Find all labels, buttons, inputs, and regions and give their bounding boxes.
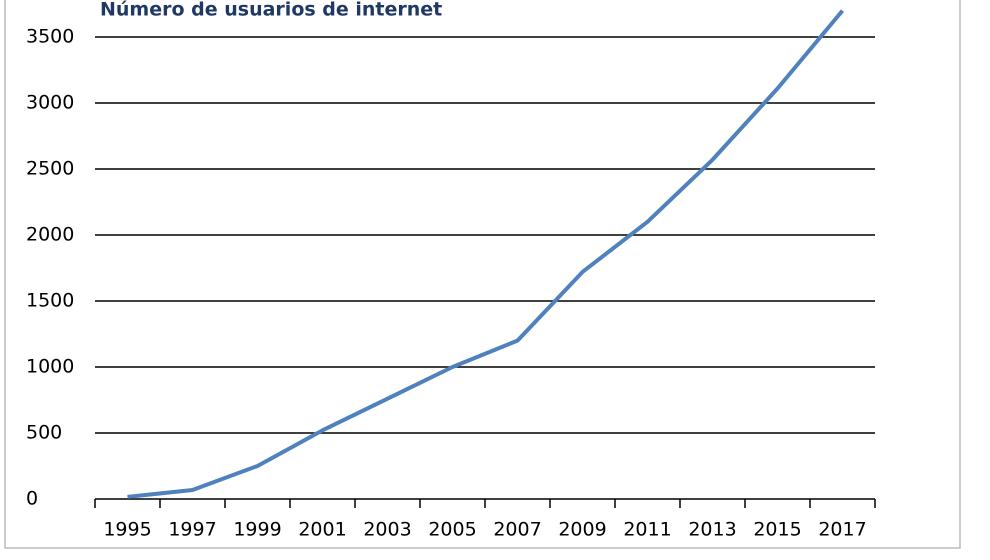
y-tick-label: 3000 — [26, 92, 74, 114]
y-tick-label: 1500 — [26, 290, 74, 312]
x-tick-label: 2007 — [493, 519, 541, 541]
x-tick-label: 2017 — [818, 519, 866, 541]
x-tick-label: 2003 — [363, 519, 411, 541]
x-tick-label: 2015 — [753, 519, 801, 541]
y-tick-label: 2000 — [26, 224, 74, 246]
y-tick-label: 0 — [26, 488, 38, 510]
x-tick-label: 2011 — [623, 519, 671, 541]
y-tick-label: 2500 — [26, 158, 74, 180]
x-tick-label: 2005 — [428, 519, 476, 541]
chart-frame — [4, 0, 961, 549]
x-tick-label: 1999 — [233, 519, 281, 541]
x-tick-label: 2009 — [558, 519, 606, 541]
y-tick-label: 500 — [26, 422, 62, 444]
x-tick-label: 2001 — [298, 519, 346, 541]
x-tick-label: 1995 — [103, 519, 151, 541]
chart-title: Número de usuarios de internet — [100, 0, 442, 21]
y-tick-label: 1000 — [26, 356, 74, 378]
y-tick-label: 3500 — [26, 26, 74, 48]
x-tick-label: 2013 — [688, 519, 736, 541]
x-tick-label: 1997 — [168, 519, 216, 541]
data-line — [127, 9, 845, 499]
